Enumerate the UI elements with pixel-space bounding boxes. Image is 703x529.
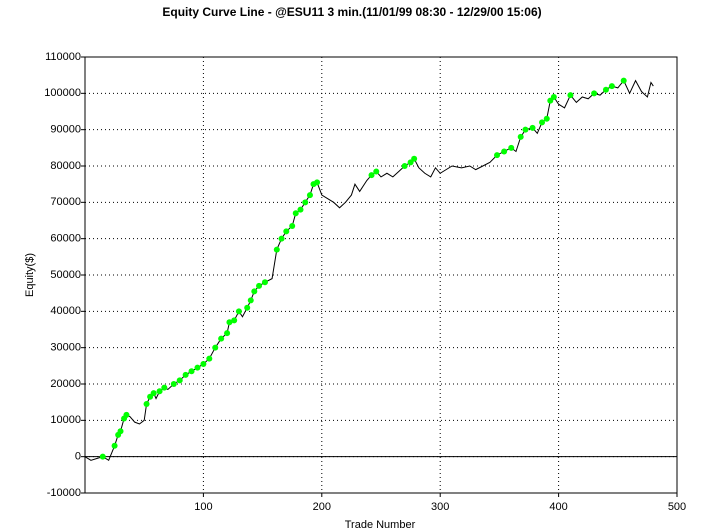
high-marker xyxy=(567,92,574,99)
y-tick-label: 20000 xyxy=(50,378,81,390)
y-tick-label: 80000 xyxy=(50,160,81,172)
y-tick-label: 40000 xyxy=(50,305,81,317)
high-marker xyxy=(273,246,280,253)
high-marker xyxy=(256,282,263,289)
y-tick-label: 70000 xyxy=(50,196,81,208)
high-marker xyxy=(543,115,550,122)
x-tick-label: 200 xyxy=(313,501,331,513)
high-marker xyxy=(368,172,375,179)
high-marker xyxy=(550,93,557,100)
x-tick-label: 300 xyxy=(431,501,449,513)
high-marker xyxy=(206,355,213,362)
high-marker xyxy=(292,210,299,217)
high-marker xyxy=(501,148,508,155)
high-marker xyxy=(373,168,380,175)
high-marker xyxy=(306,192,313,199)
high-marker xyxy=(591,90,598,97)
y-tick-label: 30000 xyxy=(50,342,81,354)
high-marker xyxy=(602,86,609,93)
high-marker xyxy=(244,304,251,311)
high-marker xyxy=(226,319,233,326)
high-marker xyxy=(224,330,231,337)
high-marker xyxy=(161,384,168,391)
high-marker xyxy=(99,453,106,460)
high-marker xyxy=(150,390,157,397)
high-marker xyxy=(247,297,254,304)
high-marker xyxy=(529,124,536,131)
high-marker xyxy=(289,222,296,229)
high-marker xyxy=(188,368,195,375)
high-marker xyxy=(235,308,242,315)
high-marker xyxy=(302,199,309,206)
high-marker xyxy=(314,179,321,186)
high-marker xyxy=(517,133,524,140)
y-tick-label: 50000 xyxy=(50,269,81,281)
high-marker xyxy=(411,155,418,162)
y-tick-label: -10000 xyxy=(47,487,81,499)
equity-line xyxy=(84,79,654,462)
high-marker xyxy=(143,400,150,407)
high-marker xyxy=(251,288,258,295)
high-marker xyxy=(508,144,515,151)
high-marker xyxy=(123,411,130,418)
high-marker xyxy=(522,126,529,133)
y-tick-label: 100000 xyxy=(44,87,81,99)
y-tick-label: 60000 xyxy=(50,233,81,245)
chart-title: Equity Curve Line - @ESU11 3 min.(11/01/… xyxy=(162,5,541,19)
high-marker xyxy=(212,344,219,351)
y-tick-label: 110000 xyxy=(45,51,81,63)
high-marker xyxy=(218,335,225,342)
high-marker xyxy=(608,83,615,90)
high-marker xyxy=(494,152,501,159)
high-marker xyxy=(620,77,627,84)
high-marker xyxy=(231,317,238,324)
high-marker xyxy=(539,119,546,126)
high-marker xyxy=(182,371,189,378)
x-tick-label: 400 xyxy=(549,501,567,513)
high-marker xyxy=(176,377,183,384)
high-marker xyxy=(170,381,177,387)
y-tick-label: 90000 xyxy=(50,124,81,136)
y-tick-label: 0 xyxy=(75,451,81,463)
high-marker xyxy=(283,228,290,235)
x-tick-label: 100 xyxy=(194,501,212,513)
y-tick-label: 10000 xyxy=(50,414,81,426)
high-marker xyxy=(156,388,163,395)
high-marker xyxy=(111,442,118,449)
high-marker xyxy=(297,206,304,213)
high-marker xyxy=(117,428,124,435)
high-marker xyxy=(401,163,408,169)
x-tick-label: 500 xyxy=(668,501,686,513)
x-axis-label: Trade Number xyxy=(345,519,416,529)
high-marker xyxy=(261,279,268,286)
high-marker xyxy=(278,235,285,242)
y-axis-label: Equity($) xyxy=(24,253,36,297)
high-marker xyxy=(194,364,201,371)
high-marker xyxy=(200,361,207,368)
